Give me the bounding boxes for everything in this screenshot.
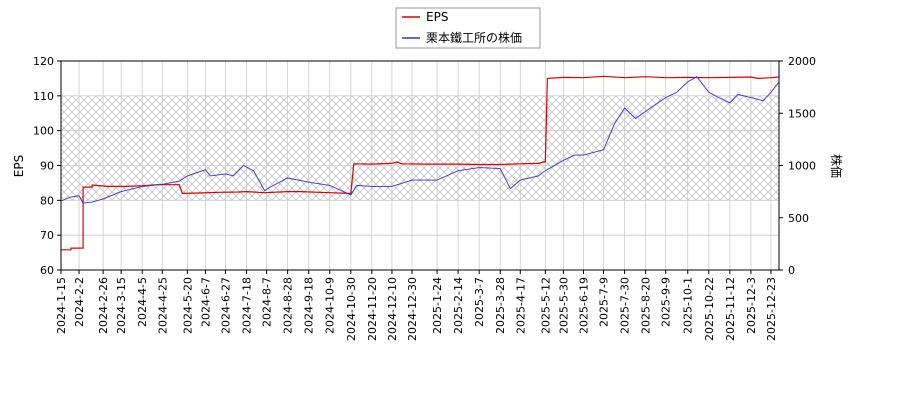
x-tick-label: 2024-3-15 xyxy=(115,277,128,334)
y-axis-left-label: EPS xyxy=(12,155,26,177)
x-tick-label: 2024-7-18 xyxy=(241,277,254,334)
legend-box xyxy=(395,7,541,49)
y-tick-label-left: 80 xyxy=(40,194,54,207)
x-tick-label: 2024-8-28 xyxy=(282,277,295,334)
x-tick-label: 2024-8-7 xyxy=(261,277,274,327)
y-tick-label-left: 100 xyxy=(33,125,54,138)
x-tick-label: 2025-12-23 xyxy=(765,277,778,341)
x-tick-label: 2024-11-20 xyxy=(366,277,379,341)
x-tick-label: 2024-5-20 xyxy=(181,277,194,334)
x-tick-label: 2024-1-15 xyxy=(55,277,68,334)
x-tick-label: 2025-8-20 xyxy=(640,277,653,334)
x-tick-label: 2024-2-26 xyxy=(97,277,110,334)
y-tick-label-left: 70 xyxy=(40,229,54,242)
x-tick-label: 2024-4-25 xyxy=(156,277,169,334)
x-tick-label: 2024-6-27 xyxy=(219,277,232,334)
x-tick-label: 2024-10-9 xyxy=(324,277,337,334)
y-tick-label-left: 60 xyxy=(40,264,54,277)
x-tick-label: 2025-4-17 xyxy=(514,277,527,334)
x-tick-label: 2024-9-18 xyxy=(303,277,316,334)
x-tick-label: 2025-10-22 xyxy=(703,277,716,341)
legend-label-stock-price: 栗本鐵工所の株価 xyxy=(426,30,522,45)
axes: 60 70 80 90 100 110 120 0 500 1000 1500 2000 2024-1-… xyxy=(33,55,816,341)
x-tick-label: 2025-9-9 xyxy=(660,277,673,327)
y-tick-label-left: 90 xyxy=(40,160,54,173)
legend: EPS 栗本鐵工所の株価 xyxy=(395,7,541,49)
y-tick-label-right: 2000 xyxy=(788,55,816,68)
x-tick-label: 2025-3-28 xyxy=(494,277,507,334)
x-tick-label: 2025-6-19 xyxy=(577,277,590,334)
y-tick-label-left: 110 xyxy=(33,90,54,103)
x-tick-label: 2025-7-30 xyxy=(619,277,632,334)
series-layer xyxy=(60,75,780,251)
x-tick-label: 2025-11-12 xyxy=(724,277,737,341)
x-tick-label: 2025-10-1 xyxy=(682,277,695,334)
x-tick-label: 2025-1-24 xyxy=(431,277,444,334)
x-tick-label: 2024-2-2 xyxy=(73,277,86,327)
x-tick-label: 2025-12-3 xyxy=(745,277,758,334)
x-tick-label: 2025-5-12 xyxy=(539,277,552,334)
x-tick-label: 2024-6-7 xyxy=(199,277,212,327)
x-tick-label: 2024-12-10 xyxy=(386,277,399,341)
x-tick-label: 2025-2-14 xyxy=(452,277,465,334)
y-axis-right-label: 株価 xyxy=(829,154,844,178)
series-line-stock-price xyxy=(60,76,780,204)
y-tick-label-right: 1500 xyxy=(788,107,816,120)
y-tick-label-right: 0 xyxy=(788,264,795,277)
x-tick-label: 2024-12-30 xyxy=(406,277,419,341)
y-tick-label-left: 120 xyxy=(33,55,54,68)
shaded-band xyxy=(61,95,779,201)
x-tick-label: 2025-3-7 xyxy=(473,277,486,327)
x-tick-label: 2025-5-30 xyxy=(557,277,570,334)
x-tick-label: 2024-10-30 xyxy=(345,277,358,341)
y-tick-label-right: 1000 xyxy=(788,160,816,173)
x-tick-label: 2024-4-5 xyxy=(136,277,149,327)
legend-label-eps: EPS xyxy=(426,10,448,24)
y-tick-label-right: 500 xyxy=(788,212,809,225)
series-line-eps xyxy=(61,75,780,251)
x-tick-label: 2025-7-9 xyxy=(598,277,611,327)
